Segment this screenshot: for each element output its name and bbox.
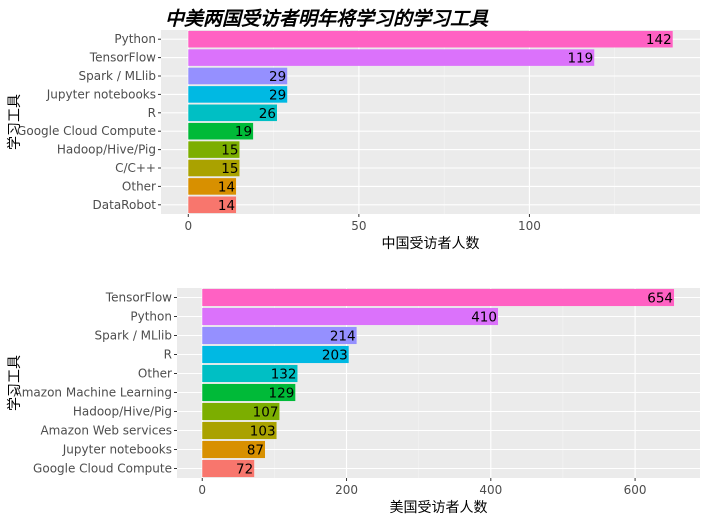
data-label: 142 [646,32,672,48]
bar-python [202,307,499,326]
data-label: 29 [269,87,286,103]
category-label: Hadoop/Hive/Pig [73,405,172,419]
category-label: Spark / MLlib [79,69,156,83]
category-label: DataRobot [93,198,157,212]
bar-google-cloud-compute [202,459,255,478]
bar-spark-mllib [188,67,288,85]
bar-amazon-machine-learning [202,383,296,402]
data-label: 203 [322,348,348,364]
x-axis-title: 中国受访者人数 [382,236,480,252]
data-label: 410 [471,310,497,326]
x-tick-label: 100 [518,219,541,233]
y-axis-title: 学习工具 [7,94,23,150]
data-label: 103 [250,424,276,440]
x-tick-label: 400 [479,483,502,497]
data-label: 14 [218,198,235,214]
figure-title: 中美两国受访者明年将学习的学习工具 [165,8,489,30]
bar-spark-mllib [202,326,357,345]
category-label: Amazon Machine Learning [14,386,172,400]
bar-tensorflow [202,288,675,307]
data-label: 214 [330,329,356,345]
data-label: 72 [236,462,253,478]
category-label: Other [122,179,156,193]
bar-datarobot [188,196,237,214]
data-label: 132 [271,367,297,383]
china-tools-chart: 142 Python 119 TensorFlow 29 Spark / MLlib 29 J… [7,30,700,252]
x-axis-title: 美国受访者人数 [390,500,488,516]
data-label: 15 [221,143,238,159]
category-label: Hadoop/Hive/Pig [57,143,156,157]
x-tick-label: 600 [624,483,647,497]
bar-r [188,104,277,122]
category-label: Google Cloud Compute [33,462,172,476]
category-label: R [148,106,156,120]
us-tools-chart: 654 TensorFlow 410 Python 214 Spark / MLlib 20… [7,288,700,516]
bar-jupyter-notebooks [202,440,266,459]
category-label: Google Cloud Compute [17,124,156,138]
data-label: 129 [269,386,295,402]
data-label: 15 [221,161,238,177]
category-label: Python [114,32,156,46]
category-label: C/C++ [115,161,156,175]
data-label: 654 [647,291,673,307]
bar-hadoop-hive-pig [202,402,280,421]
bar-hadoop-hive-pig [188,141,240,158]
category-label: Jupyter notebooks [46,87,156,101]
bar-other [202,364,298,383]
bar-other [188,178,237,195]
data-label: 26 [259,106,276,122]
x-tick-label: 50 [351,219,366,233]
category-label: TensorFlow [89,51,156,65]
bar-jupyter-notebooks [188,86,288,103]
x-tick-label: 0 [198,483,206,497]
bar-google-cloud-compute [188,122,254,140]
x-tick-label: 200 [335,483,358,497]
y-axis-title: 学习工具 [7,355,23,411]
data-label: 107 [253,405,279,421]
bar-python [188,30,673,48]
category-label: Jupyter notebooks [62,443,172,457]
bar-tensorflow [188,49,595,66]
category-label: Spark / MLlib [95,329,172,343]
category-label: R [164,348,172,362]
bar-amazon-web-services [202,421,277,440]
category-label: TensorFlow [105,291,172,305]
data-label: 119 [567,51,593,67]
bar-r [202,345,349,364]
category-label: Other [138,367,172,381]
data-label: 19 [235,124,252,140]
bar-c-c- [188,159,240,177]
data-label: 87 [247,443,264,459]
category-label: Python [130,310,172,324]
data-label: 29 [269,69,286,85]
x-tick-label: 0 [184,219,192,233]
data-label: 14 [218,179,235,195]
category-label: Amazon Web services [40,424,172,438]
